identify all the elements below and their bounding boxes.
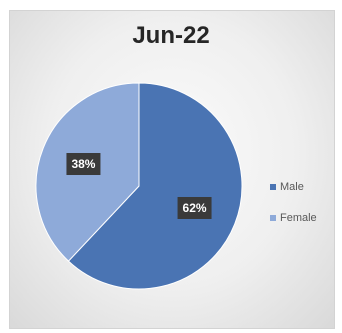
legend-item-male: Male <box>270 178 317 196</box>
data-label-box <box>177 196 212 219</box>
data-label-box <box>66 153 101 176</box>
data-label-text: 38% <box>71 157 95 171</box>
legend-swatch-male <box>270 184 276 190</box>
chart-title: Jun-22 <box>132 22 210 49</box>
data-label-female: 38% <box>66 153 101 176</box>
legend: Male Female <box>270 178 317 240</box>
legend-item-female: Female <box>270 209 317 227</box>
pie-slice-male <box>67 82 243 290</box>
data-label-text: 62% <box>183 201 207 215</box>
legend-label-female: Female <box>280 212 317 224</box>
legend-swatch-female <box>270 215 276 221</box>
data-label-male: 62% <box>177 196 212 219</box>
legend-label-male: Male <box>280 181 304 193</box>
